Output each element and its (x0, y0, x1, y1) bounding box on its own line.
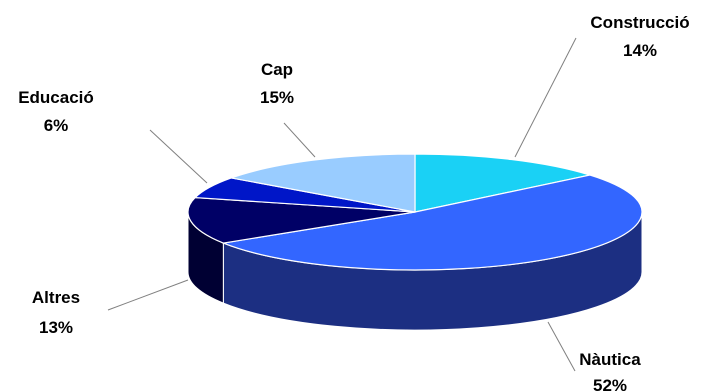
slice-label: Altres (32, 288, 80, 307)
leader-line (107, 279, 189, 311)
pie-slice-nàutica (221, 174, 643, 271)
leader-line (283, 122, 316, 158)
leader-line (149, 129, 208, 184)
leader-line (514, 37, 577, 158)
slice-label: Cap (261, 60, 293, 79)
leader-line (547, 321, 576, 372)
slice-label: Construcció (590, 13, 689, 32)
pie-slice-construcció (414, 153, 593, 213)
slice-labels: Construcció 14% Nàutica 52% Altres 13% Educaci… (18, 13, 689, 392)
slice-value-label: 15% (260, 88, 294, 107)
slice-value-label: 13% (39, 318, 73, 337)
slice-value-label: 6% (44, 116, 69, 135)
slice-value-label: 52% (593, 376, 627, 392)
pie-slice-altres (187, 196, 416, 244)
slice-label: Educació (18, 88, 94, 107)
pie-slice-cap (229, 153, 416, 213)
slice-value-label: 14% (623, 41, 657, 60)
slice-label: Nàutica (579, 350, 641, 369)
leader-lines (107, 37, 577, 372)
pie-slices (187, 153, 643, 271)
